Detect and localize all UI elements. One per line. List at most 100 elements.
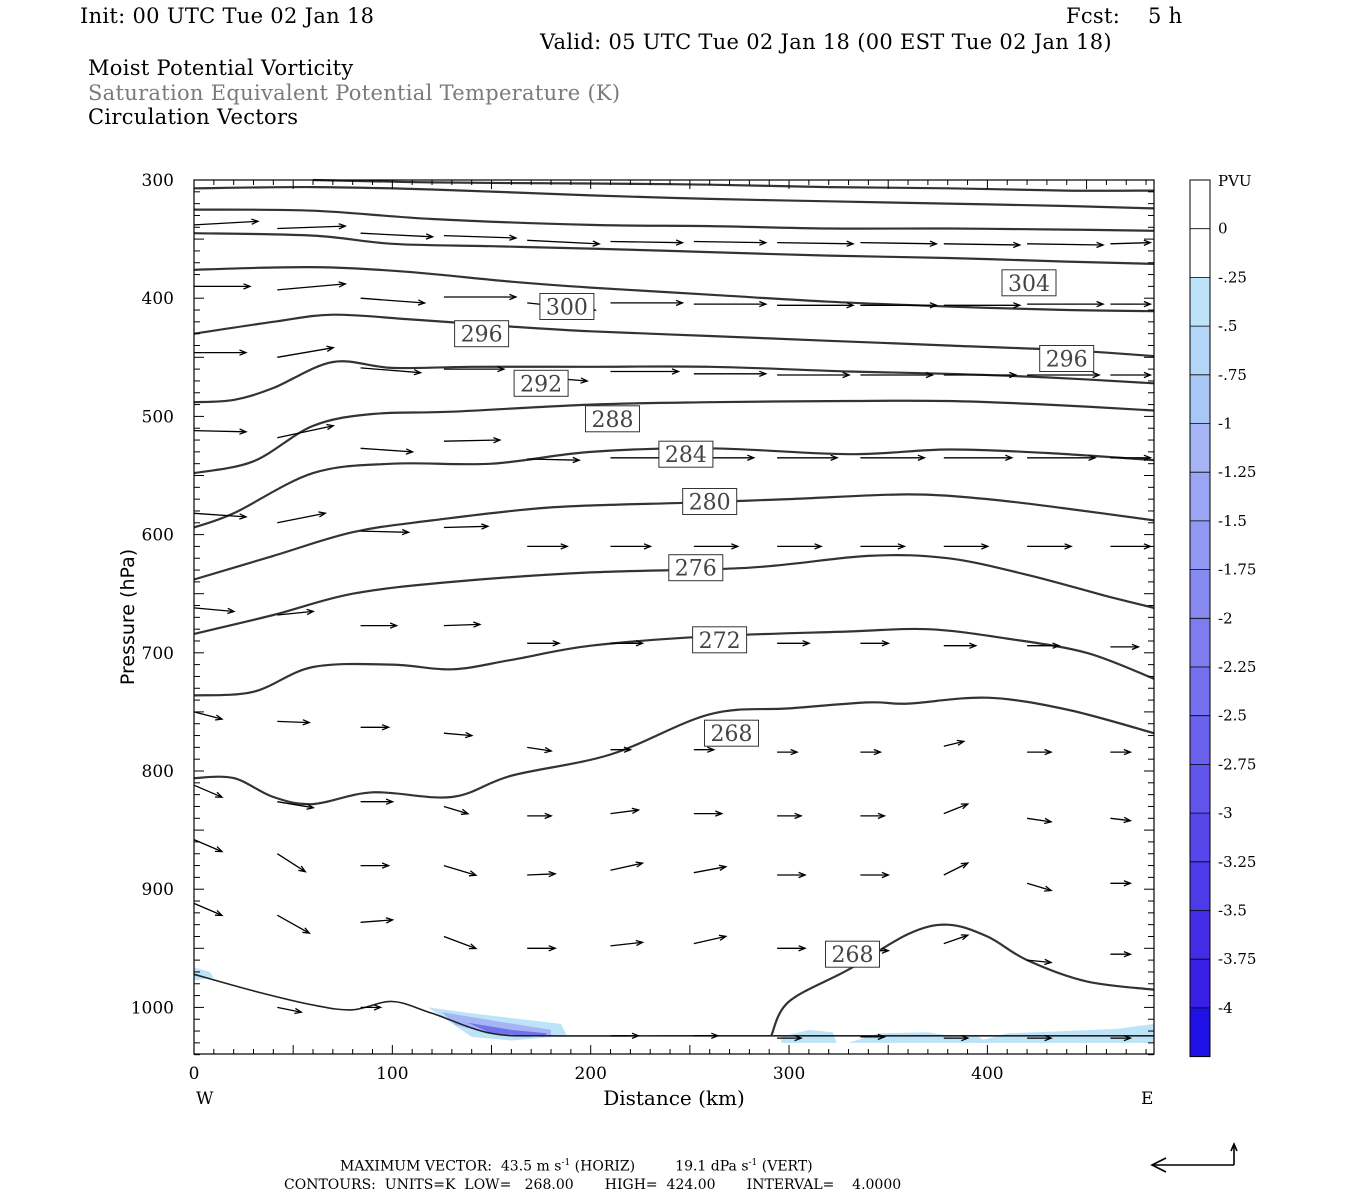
vector-arrow — [860, 543, 907, 550]
contour-label-296: 296 — [1046, 348, 1088, 373]
vector-arrow — [1026, 882, 1053, 892]
colorbar-label: -1.5 — [1218, 512, 1247, 530]
plot-frame — [193, 179, 1155, 1055]
vector-arrow — [443, 523, 490, 530]
colorbar-swatch — [1190, 326, 1210, 375]
vector-arrow — [1027, 371, 1101, 379]
vector-arrow — [360, 917, 395, 924]
vector-arrow — [1027, 642, 1061, 649]
theta-contour-300-9 — [193, 265, 1155, 313]
west-label: W — [196, 1089, 214, 1109]
vector-arrow — [1027, 454, 1097, 462]
contour-label-276: 276 — [675, 557, 717, 582]
vector-arrow — [443, 621, 482, 628]
vector-arrow — [693, 1032, 720, 1040]
vector-arrow — [860, 302, 939, 309]
vector-arrow — [777, 748, 799, 756]
vector-arrow — [777, 945, 807, 952]
vector-arrow — [860, 812, 887, 820]
vector-arrow — [610, 368, 681, 375]
vector-arrow — [777, 371, 851, 379]
vector-arrow — [360, 862, 391, 869]
vector-arrow — [693, 370, 768, 378]
colorbar-label: -1 — [1218, 415, 1233, 433]
vector-arrow — [360, 724, 391, 731]
contour-label-box-6 — [658, 440, 714, 468]
vector-arrow — [277, 511, 328, 524]
east-label: E — [1141, 1089, 1153, 1109]
colorbar-unit: PVU — [1218, 172, 1252, 190]
vector-arrow — [1110, 880, 1133, 887]
vector-arrow — [1110, 748, 1133, 756]
vector-arrow — [527, 456, 581, 464]
contour-label-272: 272 — [699, 629, 741, 654]
vector-arrow — [276, 853, 307, 873]
contour-label-304: 304 — [1008, 272, 1050, 297]
vector-arrow — [1110, 950, 1133, 958]
pv-region-5 — [848, 1032, 988, 1043]
vector-arrow — [1110, 543, 1153, 550]
y-tick-label: 800 — [142, 762, 174, 782]
x-tick-label: 100 — [376, 1064, 408, 1084]
vector-arrow — [860, 871, 891, 879]
colorbar-swatch — [1190, 228, 1210, 278]
field-title-theta-es: Saturation Equivalent Potential Temperat… — [88, 81, 621, 105]
colorbar-label: -2.75 — [1218, 755, 1256, 773]
contour-info: CONTOURS: UNITS=K LOW= 268.00 HIGH= 424.… — [284, 1177, 902, 1193]
contour-label-box-7 — [682, 488, 738, 515]
y-tick-label: 900 — [142, 880, 174, 900]
colorbar-swatch — [1190, 861, 1210, 911]
vector-arrow — [193, 839, 224, 853]
theta-contour-292-7 — [193, 360, 1155, 404]
y-tick-label: 700 — [142, 644, 174, 664]
vector-arrow — [777, 454, 839, 462]
vector-arrow — [693, 239, 768, 246]
vector-arrow — [527, 870, 557, 878]
vector-arrow — [777, 543, 823, 550]
reference-vector — [1150, 1141, 1238, 1173]
vector-arrow — [360, 1004, 383, 1011]
vector-arrow — [1027, 241, 1105, 249]
colorbar-swatch — [1190, 569, 1210, 619]
vector-arrow — [943, 543, 990, 550]
colorbar-label: -3 — [1218, 804, 1233, 822]
vector-arrow — [193, 607, 236, 615]
colorbar-label: -.25 — [1218, 268, 1247, 286]
colorbar-swatch — [1190, 910, 1210, 960]
vector-arrow — [943, 934, 970, 945]
vector-arrow — [443, 864, 478, 877]
colorbar-label: -4 — [1218, 999, 1233, 1017]
max-vector-line: MAXIMUM VECTOR: 43.5 m s-1 (HORIZ) 19.1 … — [340, 1158, 813, 1175]
vector-arrow — [693, 543, 740, 550]
circulation-vector-layer — [193, 218, 1153, 1042]
field-title-mpv: Moist Potential Vorticity — [88, 56, 354, 80]
vector-arrow — [277, 345, 336, 358]
colorbar-swatch — [1190, 667, 1210, 716]
vector-arrow — [777, 302, 855, 309]
contour-label-box-0 — [1001, 269, 1057, 297]
vector-arrow — [610, 543, 653, 550]
vert-unit: (VERT) — [761, 1158, 813, 1175]
colorbar-swatch — [1190, 813, 1210, 862]
vector-arrow — [1027, 958, 1053, 966]
vector-arrow — [1110, 643, 1141, 651]
theta-contour-272-2 — [193, 627, 1155, 697]
vector-arrow — [360, 447, 415, 455]
x-tick-label: 400 — [971, 1064, 1003, 1084]
colorbar-label: -3.5 — [1218, 902, 1247, 920]
theta-contour-268-1 — [770, 923, 1155, 1037]
vector-arrow — [610, 807, 641, 815]
colorbar-label: -2.5 — [1218, 707, 1247, 725]
vector-arrow — [943, 862, 970, 876]
vector-arrow — [193, 428, 248, 435]
vector-arrow — [693, 746, 716, 753]
vector-arrow — [443, 805, 470, 815]
vector-arrow — [193, 218, 260, 226]
contour-label-box-4 — [513, 369, 569, 397]
colorbar-swatch — [1190, 277, 1210, 327]
vector-arrow — [360, 528, 411, 536]
contour-label-296: 296 — [461, 323, 503, 348]
pv-region-3 — [467, 1022, 548, 1037]
vector-arrow — [1110, 816, 1133, 824]
